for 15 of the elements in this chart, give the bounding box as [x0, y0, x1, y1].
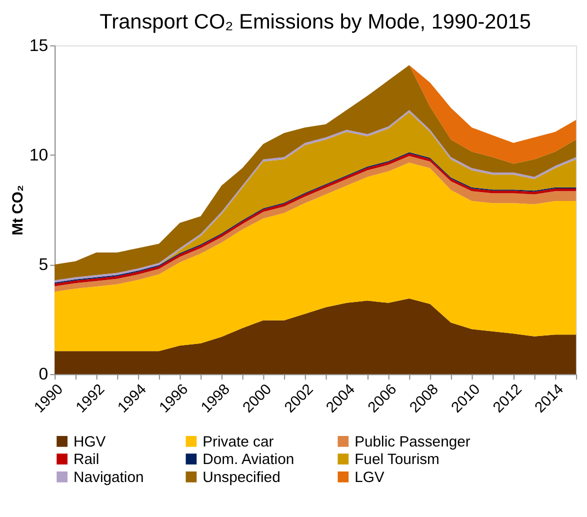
legend-label: Dom. Aviation — [202, 452, 294, 468]
y-tick-label: 10 — [29, 145, 48, 164]
legend-label: Navigation — [74, 470, 144, 486]
legend-label: Unspecified — [202, 470, 280, 486]
legend-label: Public Passenger — [354, 434, 470, 450]
legend-label: LGV — [354, 470, 384, 486]
y-tick-label: 15 — [29, 36, 48, 55]
y-tick-label: 5 — [38, 254, 48, 274]
legend-label: Private car — [202, 434, 274, 450]
legend-label: HGV — [74, 434, 106, 450]
y-tick-label: 0 — [38, 364, 48, 384]
legend-label: Rail — [74, 452, 100, 468]
legend-label: Fuel Tourism — [354, 452, 440, 468]
chart-title: Transport CO₂ Emissions by Mode, 1990-2015 — [100, 10, 532, 34]
y-axis-title: Mt CO₂ — [10, 185, 26, 236]
